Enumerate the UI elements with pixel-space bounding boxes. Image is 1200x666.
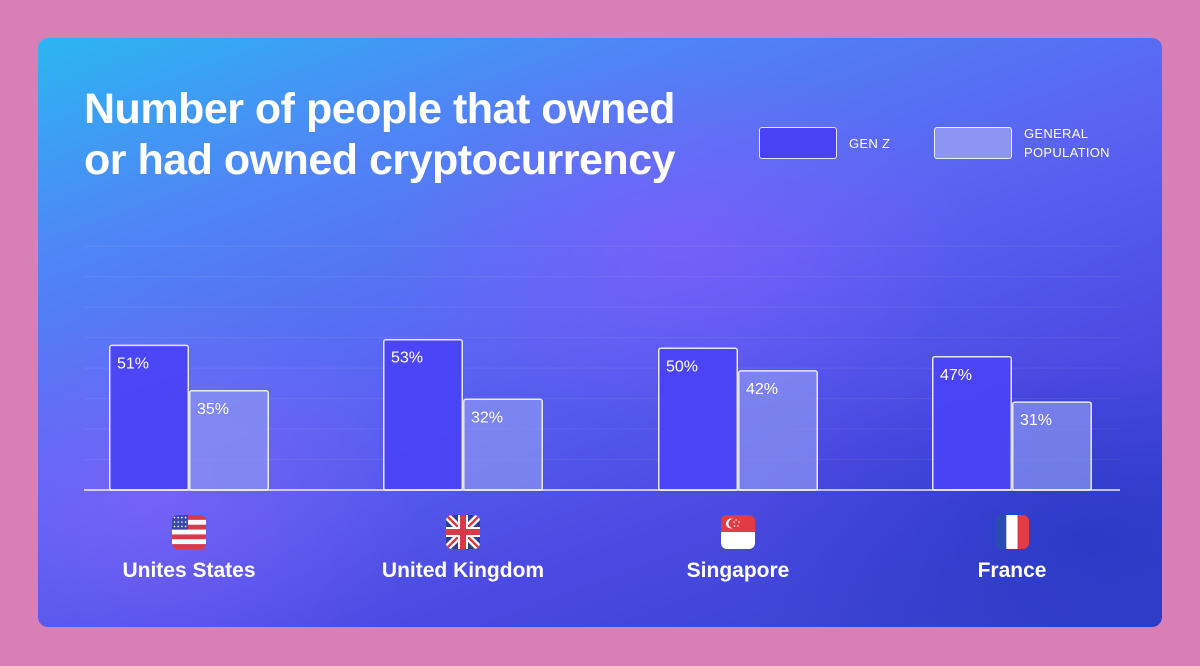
uk-flag-icon (446, 515, 480, 549)
bar-value-label: 47% (940, 367, 972, 384)
legend-swatch-gen-z (759, 127, 837, 159)
chart-card: Number of people that owned or had owned… (38, 38, 1162, 627)
legend-label-general-population: GENERAL POPULATION (1024, 124, 1134, 162)
bar-value-label: 50% (666, 358, 698, 375)
legend-label-line1: GENERAL (1024, 126, 1089, 141)
bar-chart: 51% 53% 50% 47% 35% 32% 42% 31% Unites States Uni… (84, 245, 1120, 582)
category-label-3: France (978, 559, 1047, 582)
legend-item-general-population: GENERAL POPULATION (934, 124, 1134, 162)
bar-value-label: 31% (1020, 412, 1052, 429)
bar-value-label: 42% (746, 381, 778, 398)
chart-title: Number of people that owned or had owned… (84, 85, 676, 184)
france-flag-icon (995, 515, 1029, 549)
category-label-0: Unites States (122, 559, 255, 582)
bar-value-label: 51% (117, 355, 149, 372)
category-label-2: Singapore (687, 559, 790, 582)
legend-swatch-general-population (934, 127, 1012, 159)
bar-value-label: 32% (471, 409, 503, 426)
bar-value-label: 53% (391, 350, 423, 367)
singapore-flag-icon (721, 515, 755, 549)
legend-label-gen-z: GEN Z (849, 136, 891, 151)
legend-item-gen-z: GEN Z (759, 127, 959, 159)
category-label-1: United Kingdom (382, 559, 544, 582)
legend-label-line2: POPULATION (1024, 145, 1110, 160)
us-flag-icon (172, 515, 206, 549)
bar-value-label: 35% (197, 401, 229, 418)
